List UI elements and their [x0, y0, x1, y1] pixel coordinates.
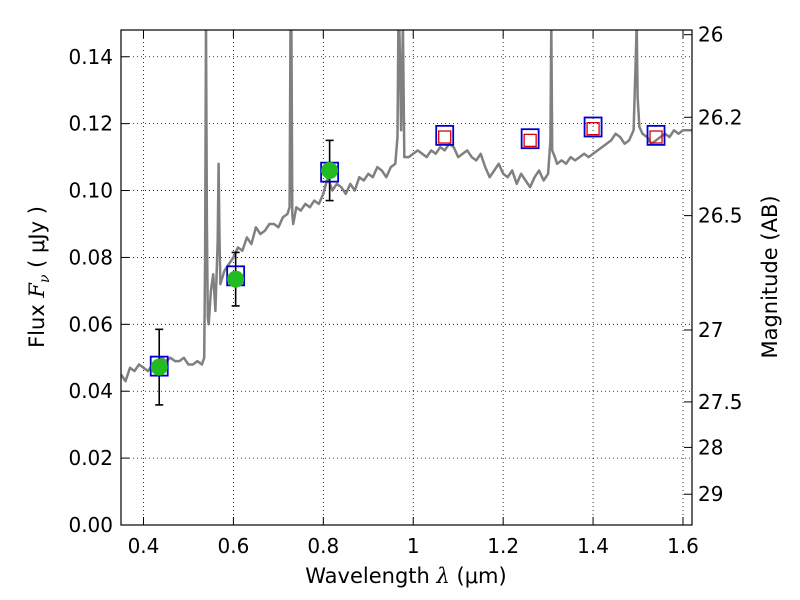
y-tick-label: 0.14: [68, 45, 113, 69]
grid-lines: [121, 30, 692, 526]
upper-limit-marker: [649, 130, 663, 144]
tick-layer: 0.4 0.6 0.8 1 1.2 1.4 1.6 0.00 0.02 0.04 0.06 0.08 0…: [68, 23, 742, 558]
right-tick-label: 27: [698, 318, 723, 342]
y-tick-label: 0.12: [68, 112, 113, 136]
observed-flux-point: [321, 161, 339, 179]
upper-limit-marker: [586, 122, 600, 136]
observed-flux-point: [150, 358, 168, 376]
y-axis-label: Flux Fν ( μJy ): [25, 206, 53, 348]
x-tick-label: 0.8: [307, 534, 339, 558]
marker-layer: [149, 116, 666, 406]
x-axis-label: Wavelength λ (μm): [305, 564, 506, 588]
y-tick-label: 0.00: [68, 513, 113, 537]
x-tick-label: 1.2: [487, 534, 519, 558]
model-band-flux-marker: [435, 124, 455, 146]
model-band-flux-marker: [646, 124, 666, 146]
model-spectrum-line: [121, 30, 692, 383]
y-tick-label: 0.08: [68, 245, 113, 269]
upper-limit-marker: [523, 133, 537, 148]
model-band-flux-marker: [583, 116, 603, 138]
x-tick-label: 0.4: [128, 534, 160, 558]
y-tick-label: 0.06: [68, 312, 113, 336]
right-axis-label: Magnitude (AB): [758, 195, 782, 358]
y-tick-label: 0.10: [68, 179, 113, 203]
spectrum-layer: [121, 30, 692, 383]
plot-frame: [120, 29, 693, 526]
right-tick-label: 26.2: [698, 105, 743, 129]
right-tick-label: 26: [698, 23, 723, 47]
right-tick-label: 29: [698, 482, 723, 506]
x-tick-label: 1.4: [577, 534, 609, 558]
x-tick-label: 0.6: [217, 534, 249, 558]
model-band-flux-marker: [520, 128, 540, 150]
right-tick-label: 26.5: [698, 204, 743, 228]
upper-limit-marker: [438, 130, 452, 144]
x-tick-label: 1: [407, 534, 420, 558]
y-tick-label: 0.04: [68, 379, 113, 403]
right-tick-label: 28: [698, 435, 723, 459]
x-tick-label: 1.6: [667, 534, 699, 558]
right-tick-label: 27.5: [698, 390, 743, 414]
observed-flux-point: [227, 270, 245, 288]
y-tick-label: 0.02: [68, 446, 113, 470]
